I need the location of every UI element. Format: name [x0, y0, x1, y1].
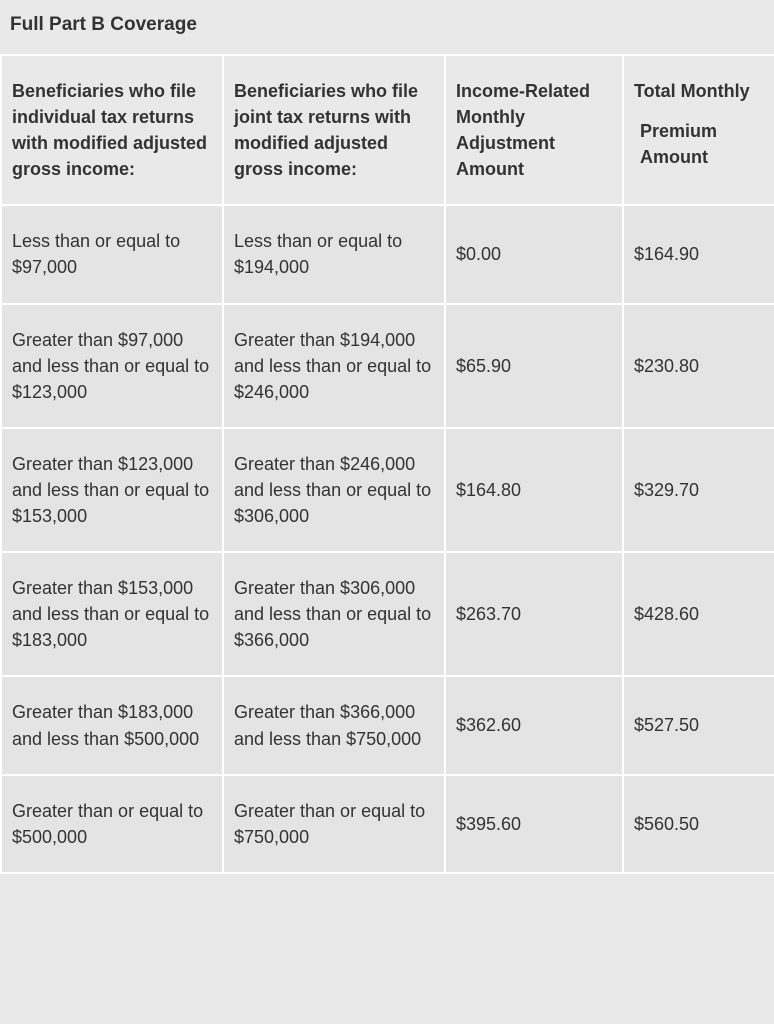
table-row: Greater than $153,000 and less than or e…	[1, 552, 774, 676]
table-header-row: Beneficiaries who file individual tax re…	[1, 55, 774, 205]
cell-individual: Greater than $183,000 and less than $500…	[1, 676, 223, 774]
table-row: Less than or equal to $97,000 Less than …	[1, 205, 774, 303]
col-header-total: Total Monthly Premium Amount	[623, 55, 774, 205]
col-header-total-line2: Premium Amount	[634, 118, 764, 170]
coverage-table-container: Full Part B Coverage Beneficiaries who f…	[0, 0, 774, 874]
cell-joint: Greater than $194,000 and less than or e…	[223, 304, 445, 428]
cell-individual: Greater than $123,000 and less than or e…	[1, 428, 223, 552]
cell-individual: Less than or equal to $97,000	[1, 205, 223, 303]
cell-joint: Greater than $246,000 and less than or e…	[223, 428, 445, 552]
table-row: Greater than $97,000 and less than or eq…	[1, 304, 774, 428]
col-header-adjustment: Income-Related Monthly Adjustment Amount	[445, 55, 623, 205]
table-row: Greater than $123,000 and less than or e…	[1, 428, 774, 552]
cell-total: $230.80	[623, 304, 774, 428]
table-title: Full Part B Coverage	[0, 0, 774, 54]
cell-total: $428.60	[623, 552, 774, 676]
table-body: Less than or equal to $97,000 Less than …	[1, 205, 774, 872]
cell-individual: Greater than $153,000 and less than or e…	[1, 552, 223, 676]
cell-total: $560.50	[623, 775, 774, 873]
cell-adjustment: $164.80	[445, 428, 623, 552]
cell-joint: Greater than $366,000 and less than $750…	[223, 676, 445, 774]
col-header-total-line1: Total Monthly	[634, 78, 764, 104]
table-row: Greater than $183,000 and less than $500…	[1, 676, 774, 774]
cell-adjustment: $362.60	[445, 676, 623, 774]
cell-individual: Greater than or equal to $500,000	[1, 775, 223, 873]
cell-adjustment: $0.00	[445, 205, 623, 303]
cell-total: $164.90	[623, 205, 774, 303]
cell-adjustment: $65.90	[445, 304, 623, 428]
col-header-individual: Beneficiaries who file individual tax re…	[1, 55, 223, 205]
cell-adjustment: $395.60	[445, 775, 623, 873]
cell-total: $527.50	[623, 676, 774, 774]
table-row: Greater than or equal to $500,000 Greate…	[1, 775, 774, 873]
cell-joint: Greater than $306,000 and less than or e…	[223, 552, 445, 676]
col-header-joint: Beneficiaries who file joint tax returns…	[223, 55, 445, 205]
cell-joint: Greater than or equal to $750,000	[223, 775, 445, 873]
cell-adjustment: $263.70	[445, 552, 623, 676]
cell-joint: Less than or equal to $194,000	[223, 205, 445, 303]
cell-total: $329.70	[623, 428, 774, 552]
coverage-table: Beneficiaries who file individual tax re…	[0, 54, 774, 874]
cell-individual: Greater than $97,000 and less than or eq…	[1, 304, 223, 428]
